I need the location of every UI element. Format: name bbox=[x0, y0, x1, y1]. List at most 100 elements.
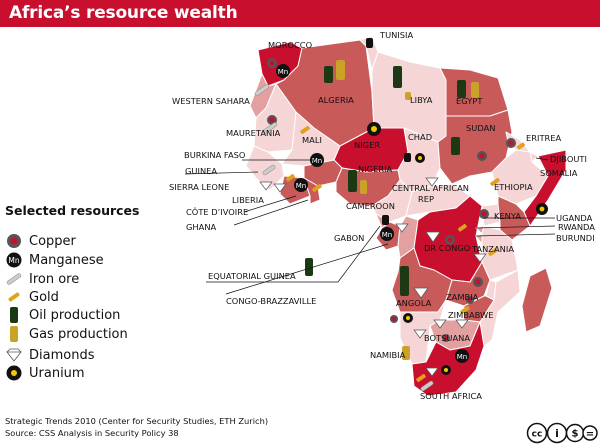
manganese-icon: Mn bbox=[276, 64, 290, 78]
legend-label: Copper bbox=[29, 233, 76, 249]
legend-item-oil-production: Oil production bbox=[4, 306, 120, 324]
label-tunisia: TUNISIA bbox=[379, 30, 414, 40]
gold-icon bbox=[490, 177, 500, 187]
oil-production-icon bbox=[393, 66, 402, 88]
svg-text:$: $ bbox=[572, 429, 579, 440]
oil-production-icon bbox=[348, 170, 357, 192]
copper-icon bbox=[506, 138, 516, 148]
manganese-icon: Mn bbox=[294, 178, 308, 192]
label-cameroon: CAMEROON bbox=[346, 201, 395, 211]
diamonds-icon bbox=[473, 253, 487, 263]
label-central-african: CENTRAL AFRICAN bbox=[392, 183, 469, 193]
diamonds-icon bbox=[413, 329, 427, 339]
title-bar: Africa’s resource wealth bbox=[0, 0, 600, 27]
country-sudan bbox=[437, 109, 513, 185]
iron-ore-icon bbox=[262, 164, 276, 176]
svg-text:Mn: Mn bbox=[296, 182, 306, 190]
copper-icon bbox=[473, 277, 483, 287]
uranium-icon bbox=[403, 313, 413, 323]
label-central-african-rep: REP bbox=[418, 194, 434, 204]
manganese-icon: Mn bbox=[455, 349, 469, 363]
copper-icon bbox=[442, 334, 450, 342]
legend-label: Diamonds bbox=[29, 347, 95, 363]
copper-icon bbox=[479, 209, 489, 219]
diamonds-icon bbox=[273, 183, 287, 193]
copper-icon bbox=[267, 58, 277, 68]
oil-production-icon bbox=[366, 38, 373, 48]
legend-label: Oil production bbox=[29, 307, 121, 323]
oil-production-icon bbox=[404, 153, 411, 162]
label-mauretania: MAURETANIA bbox=[226, 128, 281, 138]
iron-ore-icon bbox=[420, 380, 434, 392]
country-guinea-region bbox=[245, 145, 285, 191]
label-tanzania: TANZANIA bbox=[471, 244, 514, 254]
creative-commons-icon: cc i $ = bbox=[526, 422, 598, 444]
manganese-icon: Mn bbox=[6, 252, 22, 268]
diamonds-icon bbox=[433, 319, 447, 329]
oil-production-icon bbox=[10, 307, 18, 323]
gold-icon bbox=[488, 247, 498, 257]
legend-item-copper: Copper bbox=[4, 232, 76, 250]
diamonds-icon bbox=[395, 223, 409, 233]
gold-icon bbox=[460, 305, 470, 315]
iron-ore-icon bbox=[262, 122, 278, 134]
label-morocco: MOROCCO bbox=[268, 40, 313, 50]
gas-production-icon bbox=[336, 60, 345, 80]
legend-label: Uranium bbox=[29, 365, 85, 381]
label-congo-brazzaville: CONGO-BRAZZAVILLE bbox=[226, 296, 316, 306]
diamonds-icon bbox=[259, 181, 273, 191]
diamonds-icon bbox=[413, 287, 429, 299]
svg-text:Mn: Mn bbox=[278, 68, 288, 76]
copper-icon bbox=[445, 235, 455, 245]
label-cote-divoire: CÔTE D’IVOIRE bbox=[186, 206, 248, 217]
gold-icon bbox=[457, 223, 467, 232]
oil-production-icon bbox=[457, 80, 466, 98]
gold-icon bbox=[285, 173, 295, 182]
uranium-icon bbox=[536, 203, 548, 215]
svg-text:cc: cc bbox=[532, 430, 543, 440]
gas-production-icon bbox=[360, 180, 367, 194]
oil-production-icon bbox=[324, 66, 333, 83]
country-cameroon bbox=[371, 179, 413, 223]
legend-item-diamonds: Diamonds bbox=[4, 346, 94, 364]
label-western-sahara: WESTERN SAHARA bbox=[172, 96, 250, 106]
iron-ore-icon bbox=[254, 84, 270, 96]
uranium-icon bbox=[367, 122, 381, 136]
legend-label: Manganese bbox=[29, 252, 104, 268]
legend-title: Selected resources bbox=[5, 203, 140, 218]
oil-production-icon bbox=[382, 215, 389, 225]
manganese-icon: Mn bbox=[310, 153, 324, 167]
diamonds-icon bbox=[455, 319, 469, 329]
oil-production-icon bbox=[400, 266, 409, 296]
label-uganda: UGANDA bbox=[556, 213, 593, 223]
svg-text:Mn: Mn bbox=[382, 231, 392, 239]
legend-item-gas-production: Gas production bbox=[4, 325, 128, 343]
label-eritrea: ERITREA bbox=[526, 133, 562, 143]
gas-production-icon bbox=[10, 326, 18, 342]
label-algeria: ALGERIA bbox=[318, 95, 354, 105]
label-botsuana: BOTSUANA bbox=[424, 333, 470, 343]
label-mali: MALI bbox=[302, 135, 322, 145]
svg-text:Mn: Mn bbox=[8, 256, 19, 265]
legend-item-manganese: Mn Manganese bbox=[4, 251, 104, 269]
gold-icon bbox=[300, 125, 310, 135]
diamonds-icon bbox=[425, 231, 441, 243]
label-dr-congo: DR CONGO bbox=[424, 243, 471, 253]
svg-text:i: i bbox=[555, 427, 559, 440]
label-guinea: GUINEA bbox=[185, 166, 217, 176]
copper-icon bbox=[466, 296, 474, 304]
footer-credit: Strategic Trends 2010 (Center for Securi… bbox=[5, 416, 269, 426]
label-ethiopia: ETHIOPIA bbox=[494, 182, 533, 192]
uranium-icon bbox=[6, 365, 22, 381]
label-sudan: SUDAN bbox=[466, 123, 495, 133]
label-sierra-leone: SIERRA LEONE bbox=[169, 182, 229, 192]
label-burundi: BURUNDI bbox=[556, 233, 595, 243]
label-south-africa: SOUTH AFRICA bbox=[420, 391, 482, 401]
iron-ore-icon bbox=[6, 273, 22, 285]
label-angola: ANGOLA bbox=[396, 298, 432, 308]
gold-icon bbox=[312, 183, 322, 193]
label-liberia: LIBERIA bbox=[232, 195, 264, 205]
label-gabon: GABON bbox=[334, 233, 364, 243]
